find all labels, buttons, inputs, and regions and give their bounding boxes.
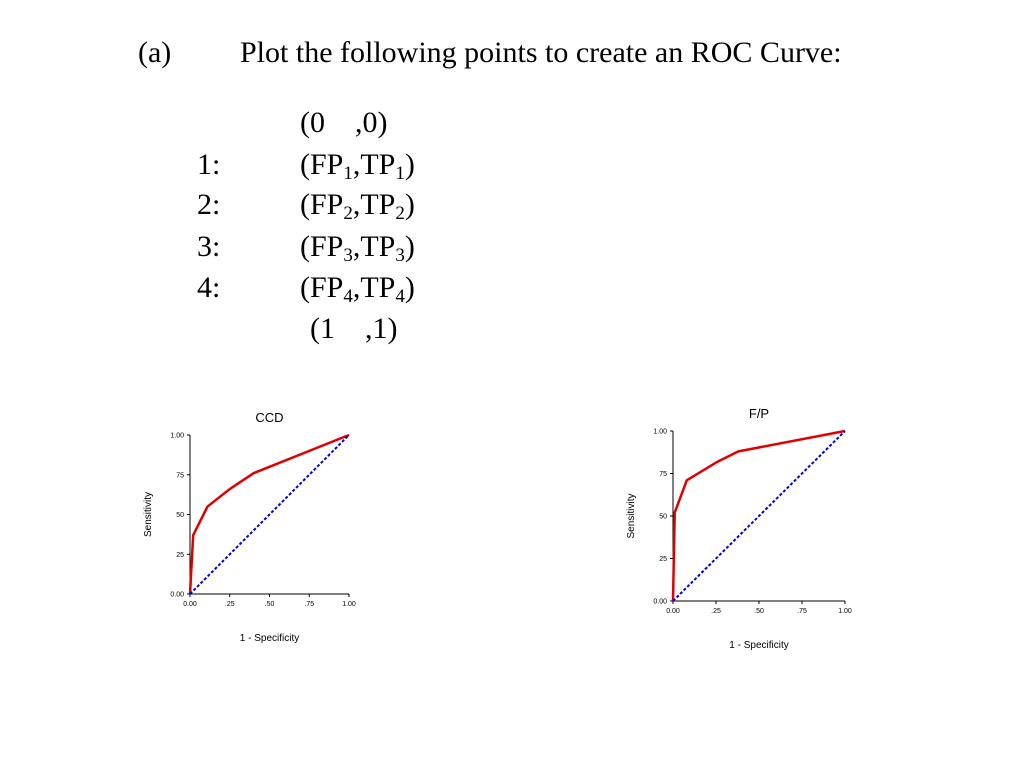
- y-tick-label: 75: [659, 471, 667, 478]
- point-part: (FP: [300, 148, 344, 181]
- chart-title: CCD: [255, 410, 283, 425]
- point-part: ,TP: [352, 271, 396, 304]
- point-part: ,TP: [352, 148, 396, 181]
- point-part: ): [404, 230, 415, 263]
- subscript: 4: [343, 286, 353, 307]
- x-tick-label: .25: [711, 608, 721, 615]
- y-tick-label: 1.00: [170, 433, 184, 440]
- y-axis-label: Sensitivity: [143, 492, 154, 537]
- heading-label: (a): [138, 36, 172, 69]
- x-tick-label: 1.00: [838, 608, 852, 615]
- subscript: 3: [343, 245, 353, 266]
- y-tick-label: 0.00: [653, 599, 667, 606]
- y-tick-label: 25: [176, 552, 184, 559]
- y-tick-label: 0.00: [170, 592, 184, 599]
- x-tick-label: 1.00: [342, 601, 356, 608]
- point-text: (FP2,TP2): [300, 188, 415, 224]
- subscript: 2: [395, 203, 405, 224]
- point-label: 4:: [197, 271, 221, 304]
- heading-text: Plot the following points to create an R…: [240, 36, 842, 69]
- point-part: ): [404, 148, 415, 181]
- point-part: ): [404, 271, 415, 304]
- x-tick-label: .50: [754, 608, 764, 615]
- y-tick-label: 75: [176, 472, 184, 479]
- point-part: (0 ,0): [300, 106, 388, 139]
- roc-line: [671, 429, 846, 602]
- point-part: (FP: [300, 230, 344, 263]
- point-part: ): [404, 188, 415, 221]
- point-text: (0 ,0): [300, 108, 387, 138]
- point-part: (FP: [300, 271, 344, 304]
- y-tick-label: 25: [659, 556, 667, 563]
- x-axis-label: 1 - Specificity: [729, 640, 788, 651]
- subscript: 1: [343, 163, 353, 184]
- y-tick-label: 1.00: [653, 429, 667, 436]
- point-part: (FP: [300, 188, 344, 221]
- subscript: 4: [395, 286, 405, 307]
- roc-line: [672, 430, 846, 602]
- chart-title: F/P: [749, 406, 769, 421]
- x-tick-label: 0.00: [183, 601, 197, 608]
- point-part: ,TP: [352, 188, 396, 221]
- point-text: (FP3,TP3): [300, 230, 415, 266]
- x-axis-label: 1 - Specificity: [240, 633, 299, 644]
- point-label: 3:: [197, 230, 221, 263]
- point-part: (1 ,1): [310, 312, 398, 345]
- x-tick-label: .25: [225, 601, 235, 608]
- point-text: (1 ,1): [310, 314, 397, 344]
- x-tick-label: .75: [797, 608, 807, 615]
- x-tick-label: .75: [304, 601, 314, 608]
- y-tick-label: 50: [659, 514, 667, 521]
- y-tick-label: 50: [176, 512, 184, 519]
- point-label: 2:: [197, 188, 221, 221]
- roc-line: [189, 434, 350, 595]
- roc-line: [188, 433, 350, 595]
- x-tick-label: .50: [265, 601, 275, 608]
- point-text: (FP4,TP4): [300, 271, 415, 307]
- point-part: ,TP: [352, 230, 396, 263]
- subscript: 3: [395, 245, 405, 266]
- subscript: 2: [343, 203, 353, 224]
- point-label: 1:: [197, 148, 221, 181]
- subscript: 1: [395, 163, 405, 184]
- y-axis-label: Sensitivity: [626, 493, 637, 538]
- point-text: (FP1,TP1): [300, 148, 415, 184]
- x-tick-label: 0.00: [666, 608, 680, 615]
